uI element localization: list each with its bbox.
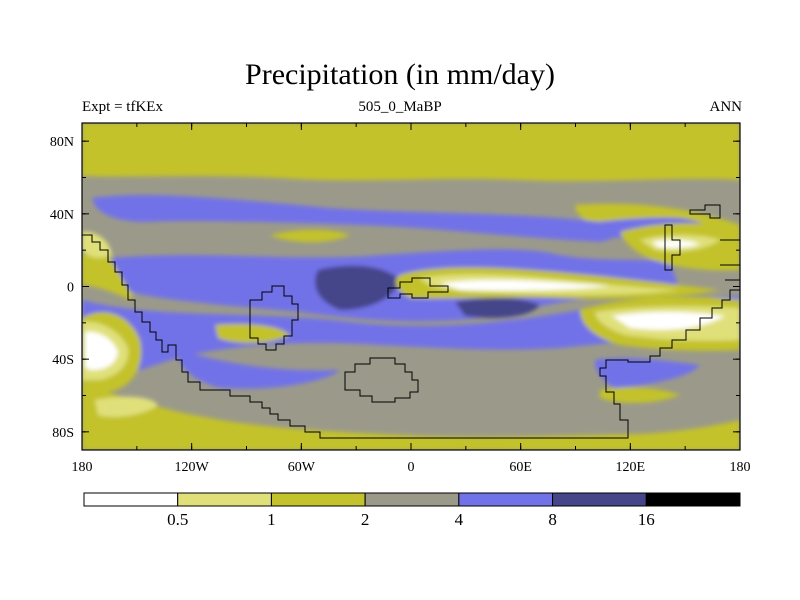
map-plot-area — [82, 123, 740, 450]
colorbar-swatch — [552, 492, 647, 507]
map-title: Precipitation (in mm/day) — [245, 58, 555, 91]
colorbar-swatch — [83, 492, 179, 507]
colorbar-label: 8 — [548, 510, 557, 529]
period-label: 505_0_MaBP — [358, 99, 442, 115]
continent-outlines — [82, 204, 740, 439]
y-tick-label: 40N — [50, 208, 74, 223]
colorbar-swatch — [458, 492, 554, 507]
x-tick-label: 0 — [408, 460, 415, 475]
colorbar-label: 4 — [455, 510, 464, 529]
x-tick-label: 180 — [730, 460, 751, 475]
y-tick-label: 80S — [52, 426, 74, 441]
y-tick-label: 80N — [50, 135, 74, 150]
x-tick-label: 60W — [288, 460, 316, 475]
axis-ticks: 180 120W 60W 0 60E 120E 180 80N 40N 0 40S 80S — [50, 123, 751, 475]
experiment-label: Expt = tfKEx — [82, 99, 163, 115]
colorbar-label: 1 — [267, 510, 276, 529]
x-tick-label: 120W — [175, 460, 210, 475]
colorbar-swatch — [364, 492, 460, 507]
y-tick-label: 40S — [52, 353, 74, 368]
x-tick-label: 180 — [72, 460, 93, 475]
colorbar: 0.5 1 2 4 8 16 — [83, 492, 741, 529]
colorbar-label: 16 — [638, 510, 655, 529]
colorbar-label: 2 — [361, 510, 370, 529]
x-tick-label: 120E — [616, 460, 646, 475]
colorbar-swatch — [177, 492, 272, 507]
colorbar-swatch — [270, 492, 366, 507]
colorbar-swatch — [645, 492, 741, 507]
y-tick-label: 0 — [67, 281, 74, 296]
x-tick-label: 60E — [509, 460, 532, 475]
colorbar-label: 0.5 — [167, 510, 188, 529]
season-label: ANN — [709, 99, 743, 115]
